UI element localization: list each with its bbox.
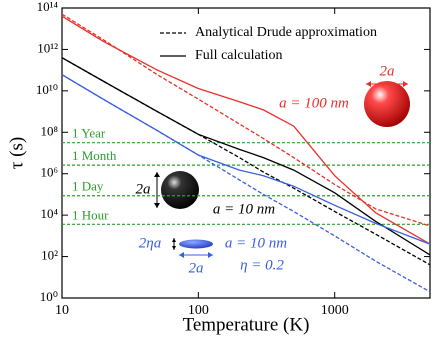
- series-line: [61, 57, 431, 266]
- annotation: a = 10 nm: [213, 201, 275, 217]
- y-tick-label: 10⁶: [40, 165, 58, 180]
- y-tick-label: 10¹⁰: [36, 82, 58, 97]
- reference-label: 1 Month: [72, 148, 117, 163]
- annotation: a = 10 nm: [225, 235, 287, 251]
- y-tick-label: 10⁸: [40, 123, 58, 138]
- series-line: [61, 13, 431, 227]
- series-line: [61, 15, 431, 245]
- x-tick-label: 10: [55, 303, 69, 318]
- sphere-large: [364, 81, 410, 127]
- annotation: 2a: [380, 63, 395, 79]
- reference-label: 1 Hour: [72, 207, 109, 222]
- sphere-small: [161, 171, 199, 209]
- annotation: η = 0.2: [240, 257, 284, 273]
- x-tick-label: 100: [188, 303, 209, 318]
- y-tick-label: 10¹²: [37, 40, 58, 55]
- series-line: [61, 74, 431, 293]
- y-tick-label: 10¹⁴: [37, 0, 59, 14]
- y-tick-label: 10⁰: [40, 289, 58, 304]
- x-axis-label: Temperature (K): [183, 314, 310, 335]
- annotation: 2a: [136, 181, 151, 197]
- y-axis-label: τ (s): [6, 137, 27, 169]
- annotation: a = 100 nm: [279, 95, 349, 111]
- x-tick-label: 1000: [321, 303, 349, 318]
- annotation: 2a: [189, 260, 204, 276]
- spheroid: [179, 239, 213, 249]
- plot-frame: [61, 7, 431, 299]
- y-tick-label: 10⁴: [40, 206, 58, 221]
- dimension-arrows: [154, 81, 408, 258]
- legend-label: Analytical Drude approximation: [195, 25, 377, 40]
- legend-label: Full calculation: [195, 48, 282, 63]
- y-tick-label: 10²: [41, 248, 58, 263]
- reference-label: 1 Day: [72, 179, 104, 194]
- annotation: 2ηa: [139, 235, 161, 251]
- reference-label: 1 Year: [72, 126, 106, 141]
